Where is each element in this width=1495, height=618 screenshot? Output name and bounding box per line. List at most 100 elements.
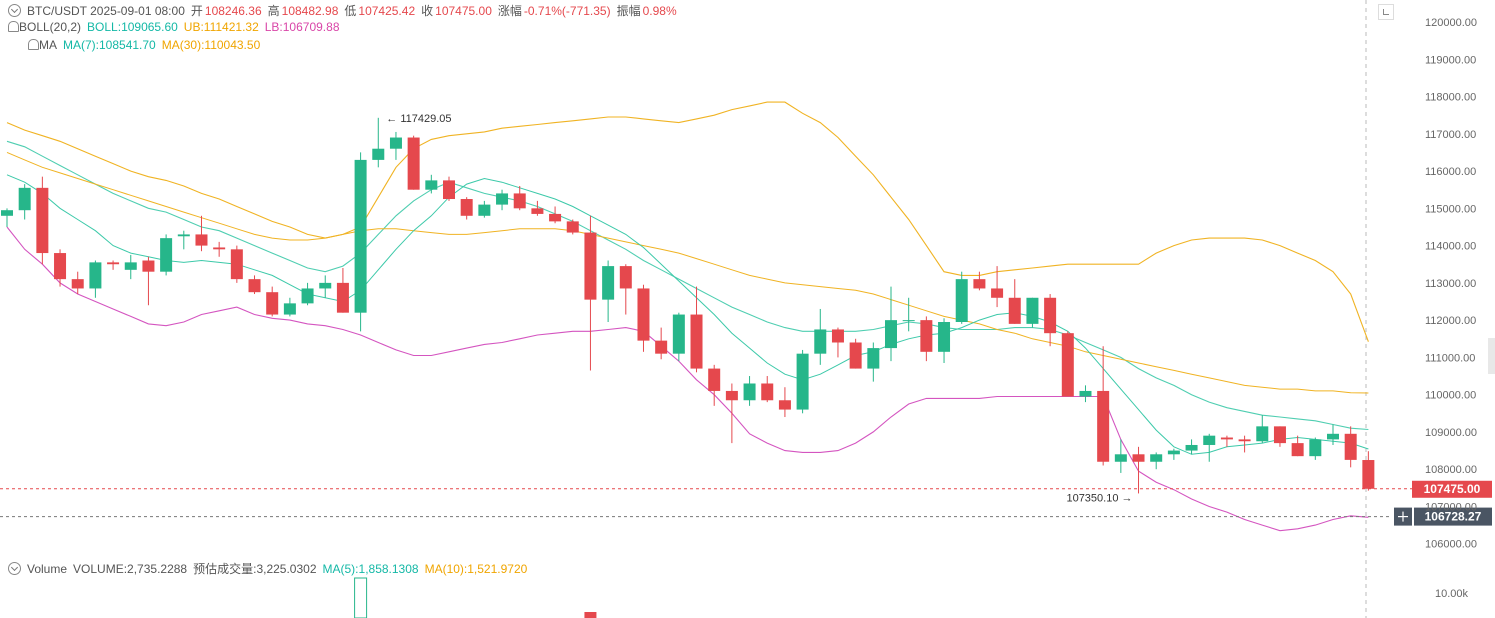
candle-body xyxy=(637,288,650,341)
candle-body xyxy=(973,279,986,289)
candle xyxy=(1327,424,1339,445)
candle xyxy=(973,271,986,291)
candle xyxy=(1344,426,1357,468)
candle xyxy=(71,271,84,295)
candle-body xyxy=(938,321,951,352)
collapse-icon[interactable] xyxy=(8,4,21,17)
expand-icon[interactable] xyxy=(1378,4,1394,20)
candle xyxy=(89,260,102,298)
candle-body xyxy=(71,279,84,289)
candle xyxy=(584,215,597,371)
candle xyxy=(1291,435,1304,457)
candle xyxy=(18,184,31,220)
candle-body xyxy=(991,288,1004,298)
resize-handle[interactable] xyxy=(1488,338,1495,374)
volume-value: VOLUME:2,735.2288 xyxy=(73,562,188,576)
candle xyxy=(107,260,120,270)
price-tick-label: 116000.00 xyxy=(1425,166,1476,178)
close-value: 107475.00 xyxy=(435,4,492,18)
candle-body xyxy=(1309,439,1322,457)
candle xyxy=(831,327,844,358)
candle xyxy=(796,349,809,414)
candle xyxy=(443,176,455,201)
candle xyxy=(460,197,473,220)
candle-body xyxy=(1220,437,1233,440)
price-tick-label: 109000.00 xyxy=(1425,427,1477,439)
candle xyxy=(655,327,668,360)
candle xyxy=(814,308,827,365)
volume-bar xyxy=(584,612,597,618)
volume-ma10: MA(10):1,521.9720 xyxy=(424,562,528,576)
candle-body xyxy=(230,249,243,280)
boll-name[interactable]: BOLL(20,2) xyxy=(19,20,82,34)
collapse-icon[interactable] xyxy=(8,562,21,575)
candle xyxy=(283,297,296,317)
candle xyxy=(319,275,332,298)
high-annotation: ← 117429.05 xyxy=(386,113,451,125)
candle xyxy=(248,275,261,295)
candle xyxy=(761,376,774,403)
candle-body xyxy=(160,238,173,272)
candle xyxy=(1026,297,1039,328)
bell-icon[interactable] xyxy=(8,21,19,32)
candle xyxy=(36,176,49,265)
candle xyxy=(266,286,279,317)
ma30-value: MA(30):110043.50 xyxy=(161,38,261,52)
candle xyxy=(549,206,562,224)
low-annotation: 107350.10 → xyxy=(1066,492,1132,504)
candle xyxy=(867,342,880,382)
volume-header: Volume VOLUME:2,735.2288 预估成交量:3,225.0302 M… xyxy=(8,560,533,577)
candle-body xyxy=(1150,454,1163,462)
candle xyxy=(938,318,951,363)
price-tick-label: 115000.00 xyxy=(1425,203,1476,215)
amp-label: 振幅 xyxy=(616,4,641,18)
candle xyxy=(885,286,897,362)
candle-body xyxy=(584,232,597,300)
candle xyxy=(230,245,243,283)
high-label: 高 xyxy=(267,4,280,18)
volume-name[interactable]: Volume xyxy=(27,562,68,576)
candle xyxy=(1362,451,1375,491)
candle-body xyxy=(1273,426,1286,444)
price-tick-label: 106000.00 xyxy=(1425,539,1477,551)
candle-body xyxy=(266,292,279,315)
candle xyxy=(1150,452,1163,470)
candle-body xyxy=(1185,444,1198,451)
candle xyxy=(354,152,367,332)
price-tick-label: 111000.00 xyxy=(1425,352,1475,364)
candle xyxy=(708,364,721,406)
candle-body xyxy=(496,193,509,205)
candle-body xyxy=(761,383,774,401)
price-tick-label: 117000.00 xyxy=(1425,129,1476,141)
symbol-time: BTC/USDT 2025-09-01 08:00 xyxy=(27,4,185,18)
candle xyxy=(566,219,579,235)
candle xyxy=(1256,415,1269,444)
price-tick-label: 114000.00 xyxy=(1425,241,1476,253)
ma-header: MA MA(7):108541.70 MA(30):110043.50 xyxy=(28,38,266,52)
candle-body xyxy=(354,159,367,313)
change-label: 涨幅 xyxy=(497,4,522,18)
price-tick-label: 113000.00 xyxy=(1425,278,1476,290)
candle xyxy=(619,264,632,315)
price-axis[interactable]: 106000.00 107000.00 108000.00 109000.00 1100… xyxy=(1425,17,1477,551)
low-value: 107425.42 xyxy=(358,4,416,18)
bell-icon[interactable] xyxy=(28,39,39,50)
candle-body xyxy=(513,193,526,209)
candle-body xyxy=(672,314,685,354)
candle xyxy=(902,297,915,332)
candle-body xyxy=(1238,439,1251,442)
candle-body xyxy=(195,234,208,246)
candle-body xyxy=(778,400,791,410)
candle-body xyxy=(443,180,455,200)
candle xyxy=(991,266,1004,308)
candle-body xyxy=(1097,390,1110,462)
candle xyxy=(725,383,738,444)
volume-bar xyxy=(354,577,368,618)
volume-ma5: MA(5):1,858.1308 xyxy=(322,562,419,576)
candle xyxy=(778,387,791,418)
high-value: 108482.98 xyxy=(281,4,339,18)
ma-name[interactable]: MA xyxy=(39,38,57,52)
low-label: 低 xyxy=(344,4,357,18)
candle-body xyxy=(36,187,49,254)
